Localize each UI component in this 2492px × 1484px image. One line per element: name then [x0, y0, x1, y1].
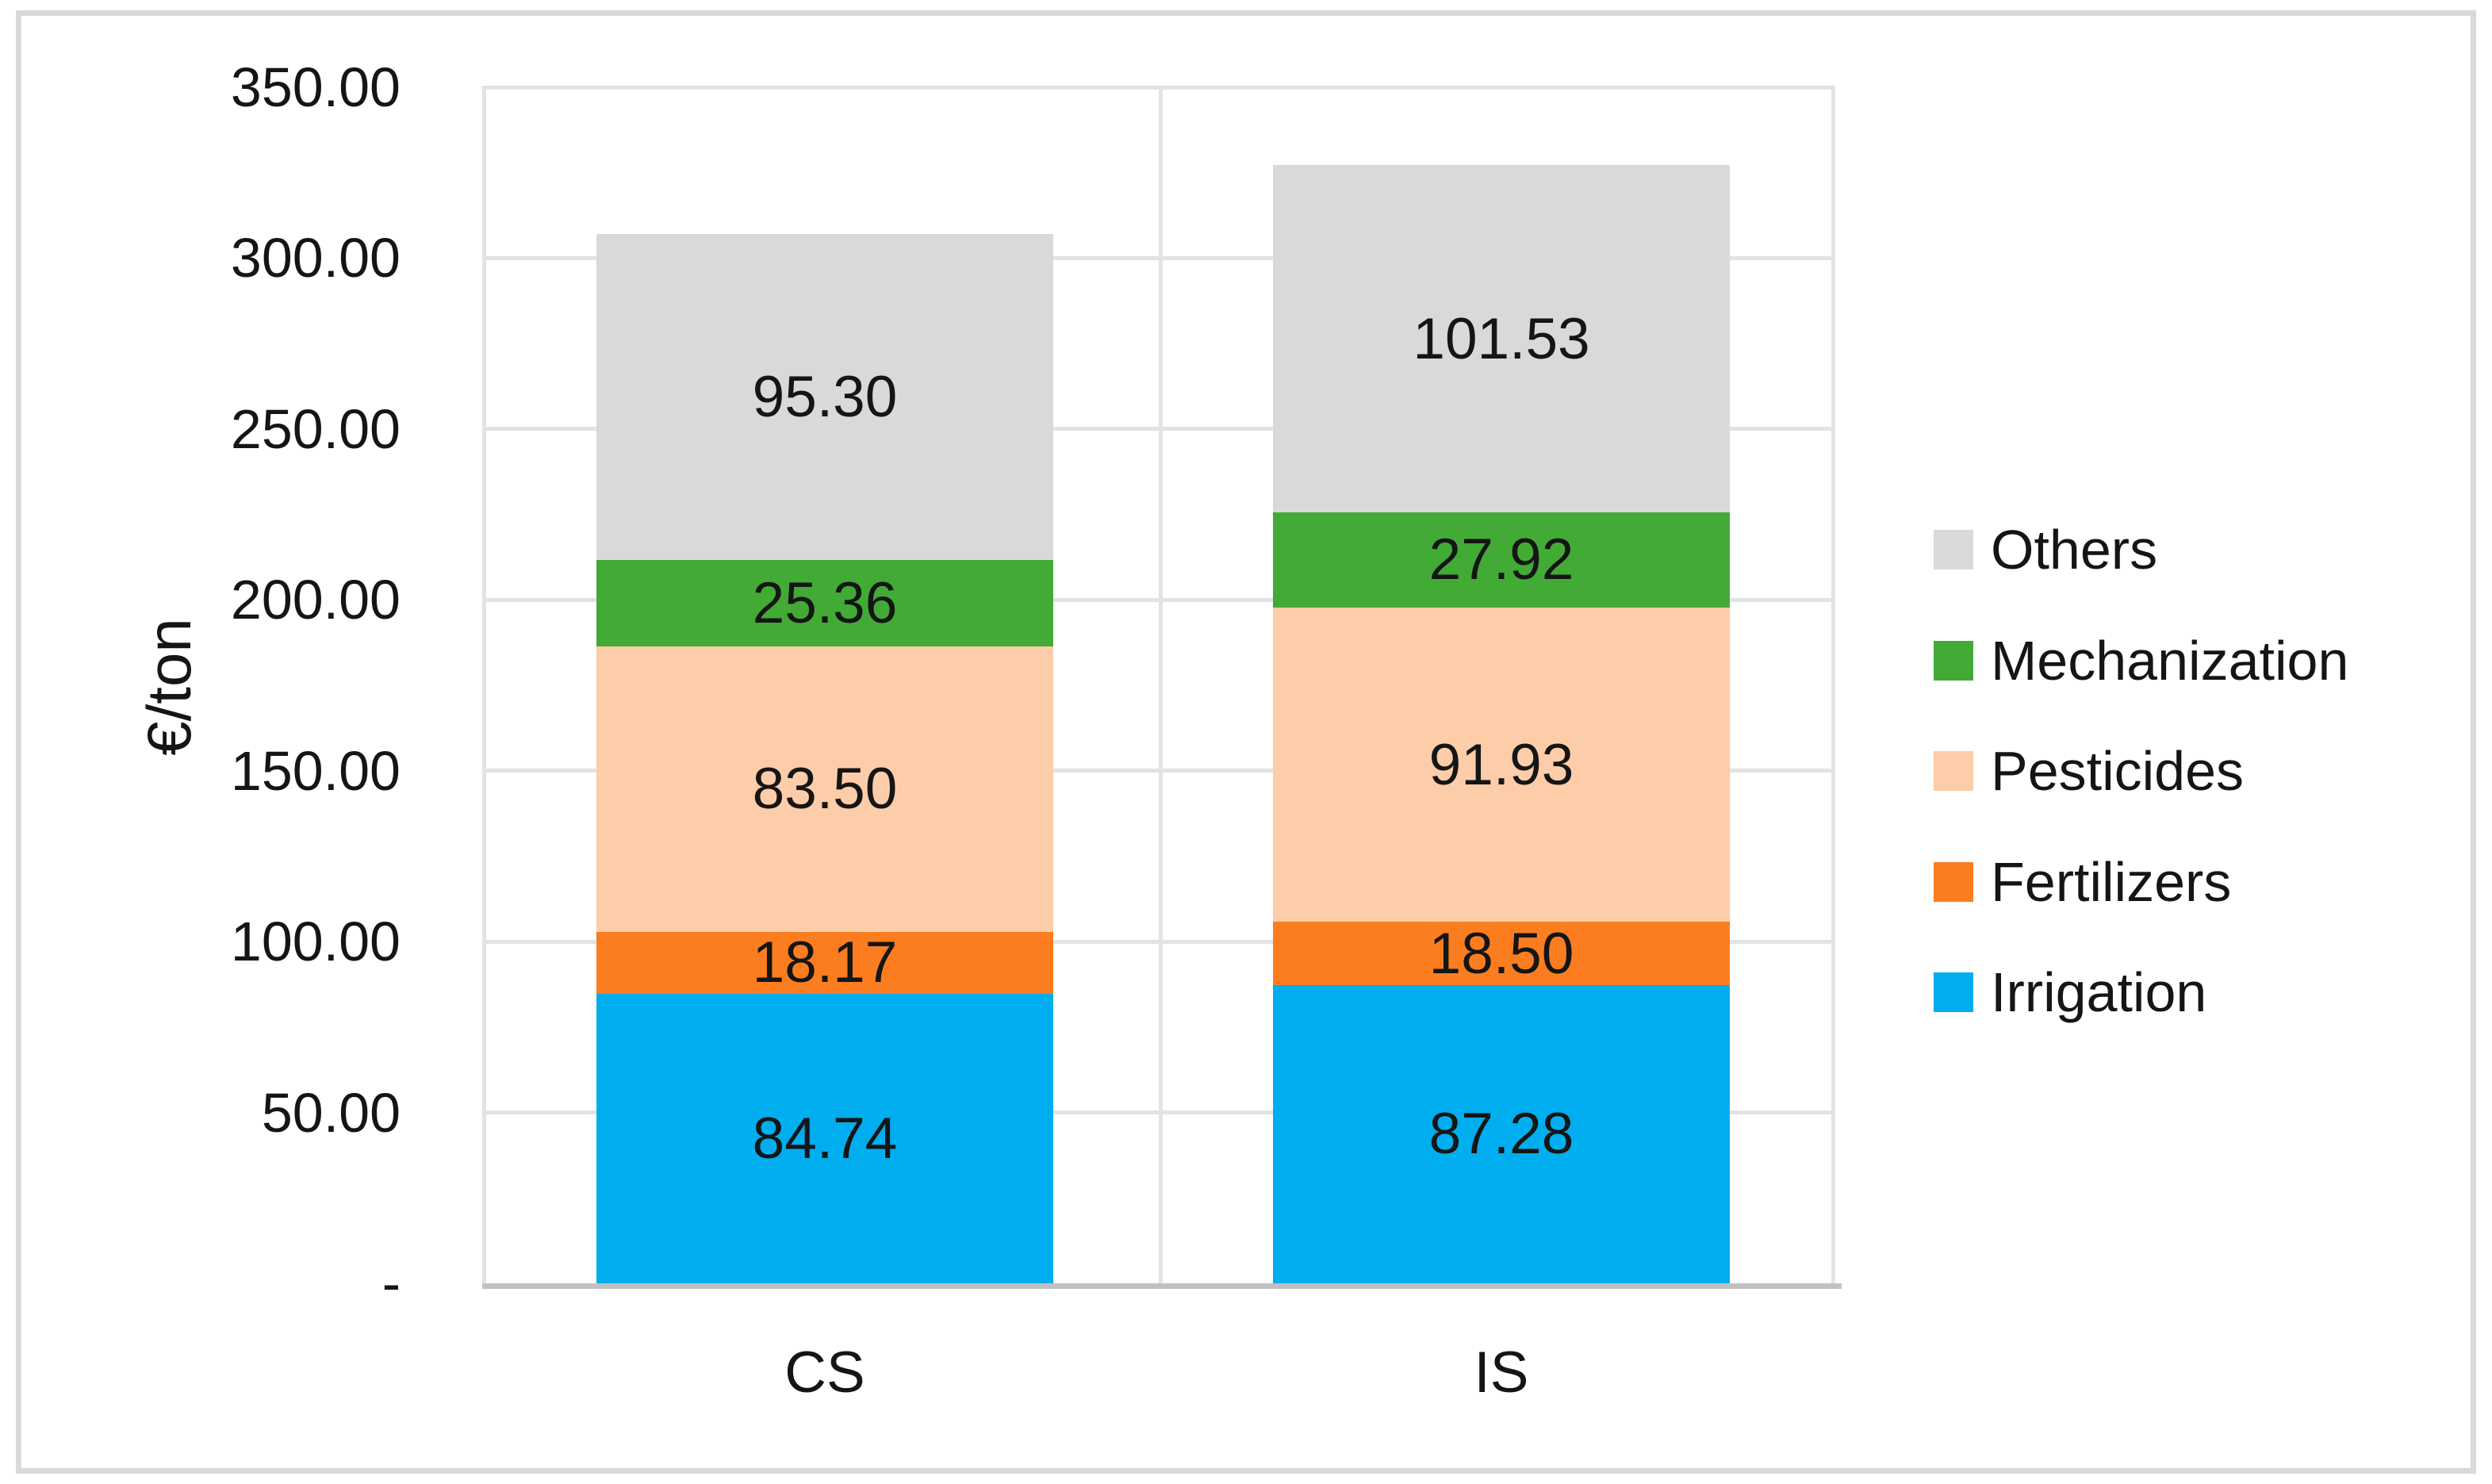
y-tick-label: 150.00	[230, 740, 401, 802]
bar-stack-is: 101.53 27.92 91.93 18.50 87.28	[1273, 165, 1730, 1283]
data-label: 25.36	[752, 570, 898, 635]
y-tick-label: -	[381, 1252, 401, 1314]
bar-segment-others-cs: 95.30	[596, 233, 1053, 560]
data-label: 91.93	[1428, 732, 1574, 797]
legend-swatch-irrigation	[1934, 972, 1973, 1012]
legend-label: Others	[1991, 519, 2158, 581]
data-label: 18.17	[752, 930, 898, 995]
data-label: 18.50	[1428, 921, 1574, 986]
legend-label: Fertilizers	[1991, 851, 2232, 913]
legend-swatch-mechanization	[1934, 641, 1973, 681]
bar-segment-others-is: 101.53	[1273, 165, 1730, 512]
bar-segment-pesticides-cs: 83.50	[596, 646, 1053, 932]
legend-item-irrigation: Irrigation	[1934, 959, 2206, 1026]
legend-label: Irrigation	[1991, 961, 2207, 1023]
bar-segment-pesticides-is: 91.93	[1273, 608, 1730, 922]
bar-segment-irrigation-cs: 84.74	[596, 993, 1053, 1283]
legend-item-pesticides: Pesticides	[1934, 738, 2244, 804]
bar-segment-fertilizers-is: 18.50	[1273, 922, 1730, 985]
gridline-vertical	[1159, 87, 1163, 1283]
x-axis-line	[482, 1283, 1842, 1289]
y-tick-label: 350.00	[230, 56, 401, 118]
plot-border-vertical	[1831, 87, 1835, 1283]
chart-outer-border	[16, 10, 2476, 1474]
y-tick-label: 100.00	[230, 911, 401, 972]
legend-swatch-others	[1934, 530, 1973, 569]
bar-segment-mechanization-is: 27.92	[1273, 512, 1730, 608]
y-tick-label: 50.00	[261, 1082, 401, 1144]
bar-stack-cs: 95.30 25.36 83.50 18.17 84.74	[596, 233, 1053, 1283]
y-tick-label: 200.00	[230, 569, 401, 631]
data-label: 95.30	[752, 364, 898, 429]
legend-item-mechanization: Mechanization	[1934, 627, 2348, 694]
legend-label: Pesticides	[1991, 740, 2245, 802]
data-label: 27.92	[1428, 527, 1574, 592]
data-label: 84.74	[752, 1106, 898, 1171]
plot-border-vertical	[482, 87, 486, 1283]
legend-label: Mechanization	[1991, 630, 2349, 692]
legend-swatch-fertilizers	[1934, 862, 1973, 902]
legend-item-others: Others	[1934, 516, 2157, 583]
bar-segment-fertilizers-cs: 18.17	[596, 930, 1053, 995]
data-label: 101.53	[1413, 306, 1590, 371]
data-label: 83.50	[752, 757, 898, 822]
y-tick-label: 300.00	[230, 227, 401, 289]
bar-segment-mechanization-cs: 25.36	[596, 559, 1053, 646]
data-label: 87.28	[1428, 1102, 1574, 1167]
legend-swatch-pesticides	[1934, 751, 1973, 791]
x-axis-label-is: IS	[1474, 1340, 1529, 1405]
legend-item-fertilizers: Fertilizers	[1934, 849, 2231, 915]
bar-segment-irrigation-is: 87.28	[1273, 984, 1730, 1283]
y-tick-label: 250.00	[230, 398, 401, 460]
x-axis-label-cs: CS	[784, 1340, 865, 1405]
